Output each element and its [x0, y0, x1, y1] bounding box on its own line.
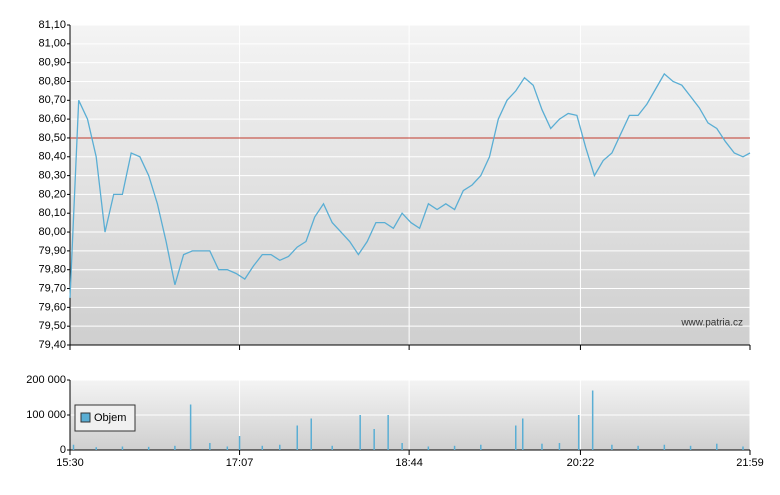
y-tick-label: 79,40	[38, 339, 66, 351]
x-tick-label: 15:30	[56, 457, 84, 469]
watermark: www.patria.cz	[680, 318, 743, 329]
volume-bar	[174, 445, 176, 450]
y-tick-label: 79,60	[38, 301, 66, 313]
volume-bar	[558, 443, 561, 450]
volume-bar	[310, 418, 312, 450]
volume-bar	[72, 444, 75, 450]
y-tick-label: 80,30	[38, 169, 66, 181]
y-tick-label: 80,60	[38, 113, 66, 125]
volume-bar	[689, 445, 692, 450]
volume-bar	[147, 446, 150, 450]
x-tick-label: 21:59	[736, 457, 764, 469]
volume-bar	[261, 445, 264, 450]
x-tick-label: 20:22	[567, 457, 595, 469]
volume-bar	[427, 446, 430, 450]
volume-bar	[515, 425, 517, 450]
volume-bar	[238, 436, 241, 450]
y-tick-label: 80,20	[38, 188, 66, 200]
x-tick-label: 18:44	[395, 457, 423, 469]
y-tick-label: 79,50	[38, 320, 66, 332]
x-tick-label: 17:07	[226, 457, 254, 469]
volume-bar	[279, 444, 281, 450]
volume-bar	[121, 446, 124, 450]
legend-label: Objem	[94, 412, 126, 424]
volume-bar	[577, 415, 580, 450]
volume-bar	[716, 443, 718, 450]
y-tick-label: 80,00	[38, 226, 66, 238]
volume-bar	[331, 445, 333, 450]
y-tick-label: 100 000	[26, 409, 66, 421]
volume-bar	[637, 445, 639, 450]
y-tick-label: 80,70	[38, 94, 66, 106]
y-tick-label: 79,80	[38, 264, 66, 276]
y-tick-label: 79,70	[38, 282, 66, 294]
volume-bar	[359, 415, 361, 450]
y-tick-label: 80,80	[38, 75, 66, 87]
price-plot	[70, 25, 750, 345]
y-tick-label: 80,50	[38, 132, 66, 144]
y-tick-label: 0	[60, 444, 66, 456]
volume-bar	[480, 444, 482, 450]
volume-bar	[453, 445, 456, 450]
y-tick-label: 80,40	[38, 151, 66, 163]
legend-swatch	[80, 412, 91, 423]
volume-bar	[387, 415, 389, 450]
volume-bar	[296, 425, 298, 450]
volume-bar	[611, 444, 613, 450]
volume-bar	[663, 444, 666, 450]
volume-bar	[522, 418, 524, 450]
volume-bar	[401, 443, 403, 450]
volume-bar	[742, 446, 744, 450]
price-line	[69, 72, 751, 298]
y-tick-label: 80,90	[38, 57, 66, 69]
y-tick-label: 81,00	[38, 38, 66, 50]
y-tick-label: 80,10	[38, 207, 66, 219]
volume-bar	[95, 447, 97, 450]
volume-bar	[541, 443, 543, 450]
y-tick-label: 79,90	[38, 245, 66, 257]
volume-bar	[209, 443, 211, 450]
volume-bar	[373, 429, 375, 450]
y-tick-label: 200 000	[26, 374, 66, 386]
volume-bar	[226, 446, 229, 450]
volume-bar	[189, 404, 192, 450]
volume-bar	[591, 390, 594, 450]
y-tick-label: 81,10	[38, 19, 66, 31]
